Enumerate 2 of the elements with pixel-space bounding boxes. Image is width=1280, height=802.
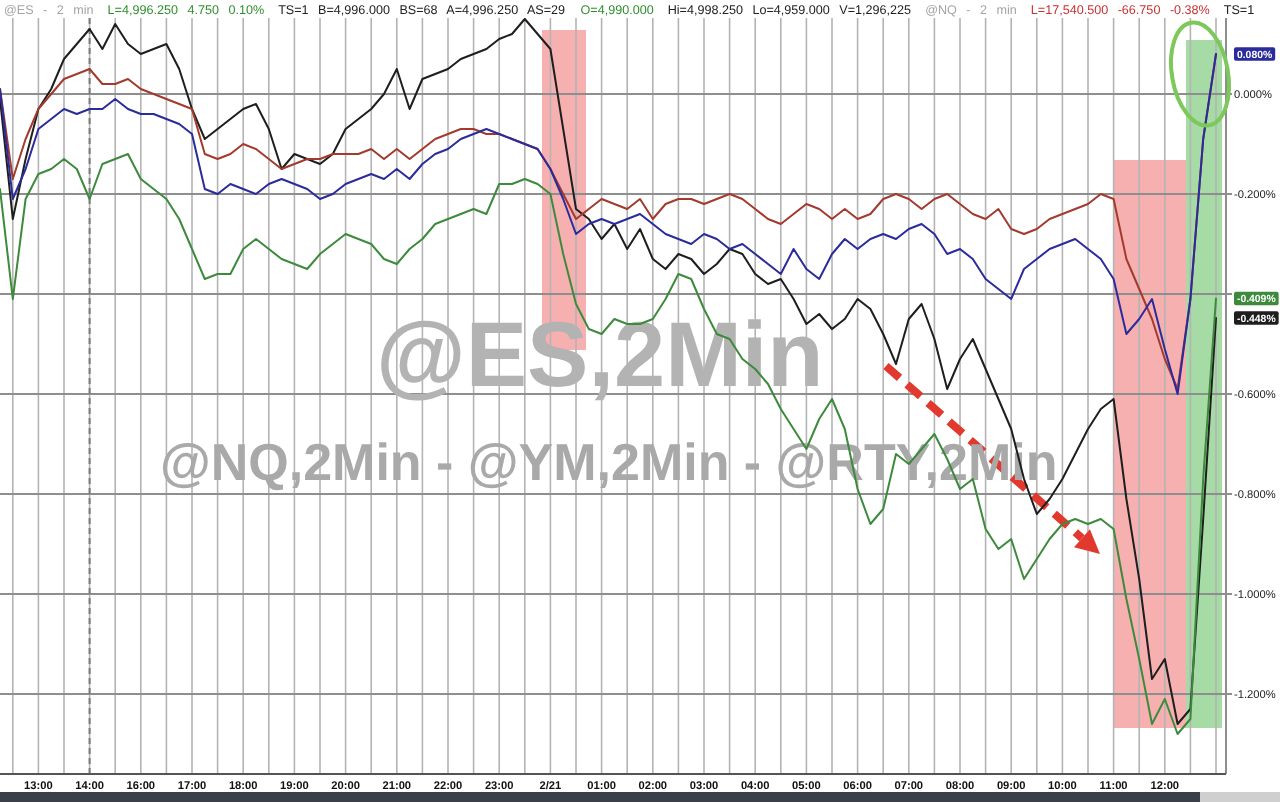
line-series [0, 153, 1217, 735]
line-series [0, 18, 1217, 725]
